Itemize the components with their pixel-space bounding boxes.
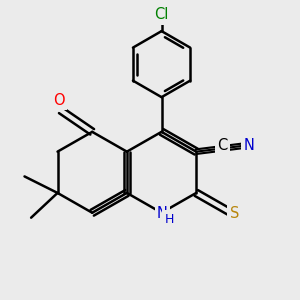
Text: N: N: [244, 137, 254, 152]
Text: Cl: Cl: [154, 7, 169, 22]
Text: C: C: [218, 137, 228, 152]
Text: O: O: [53, 93, 65, 108]
Text: H: H: [165, 213, 174, 226]
Text: S: S: [230, 206, 239, 221]
Text: N: N: [157, 206, 168, 221]
